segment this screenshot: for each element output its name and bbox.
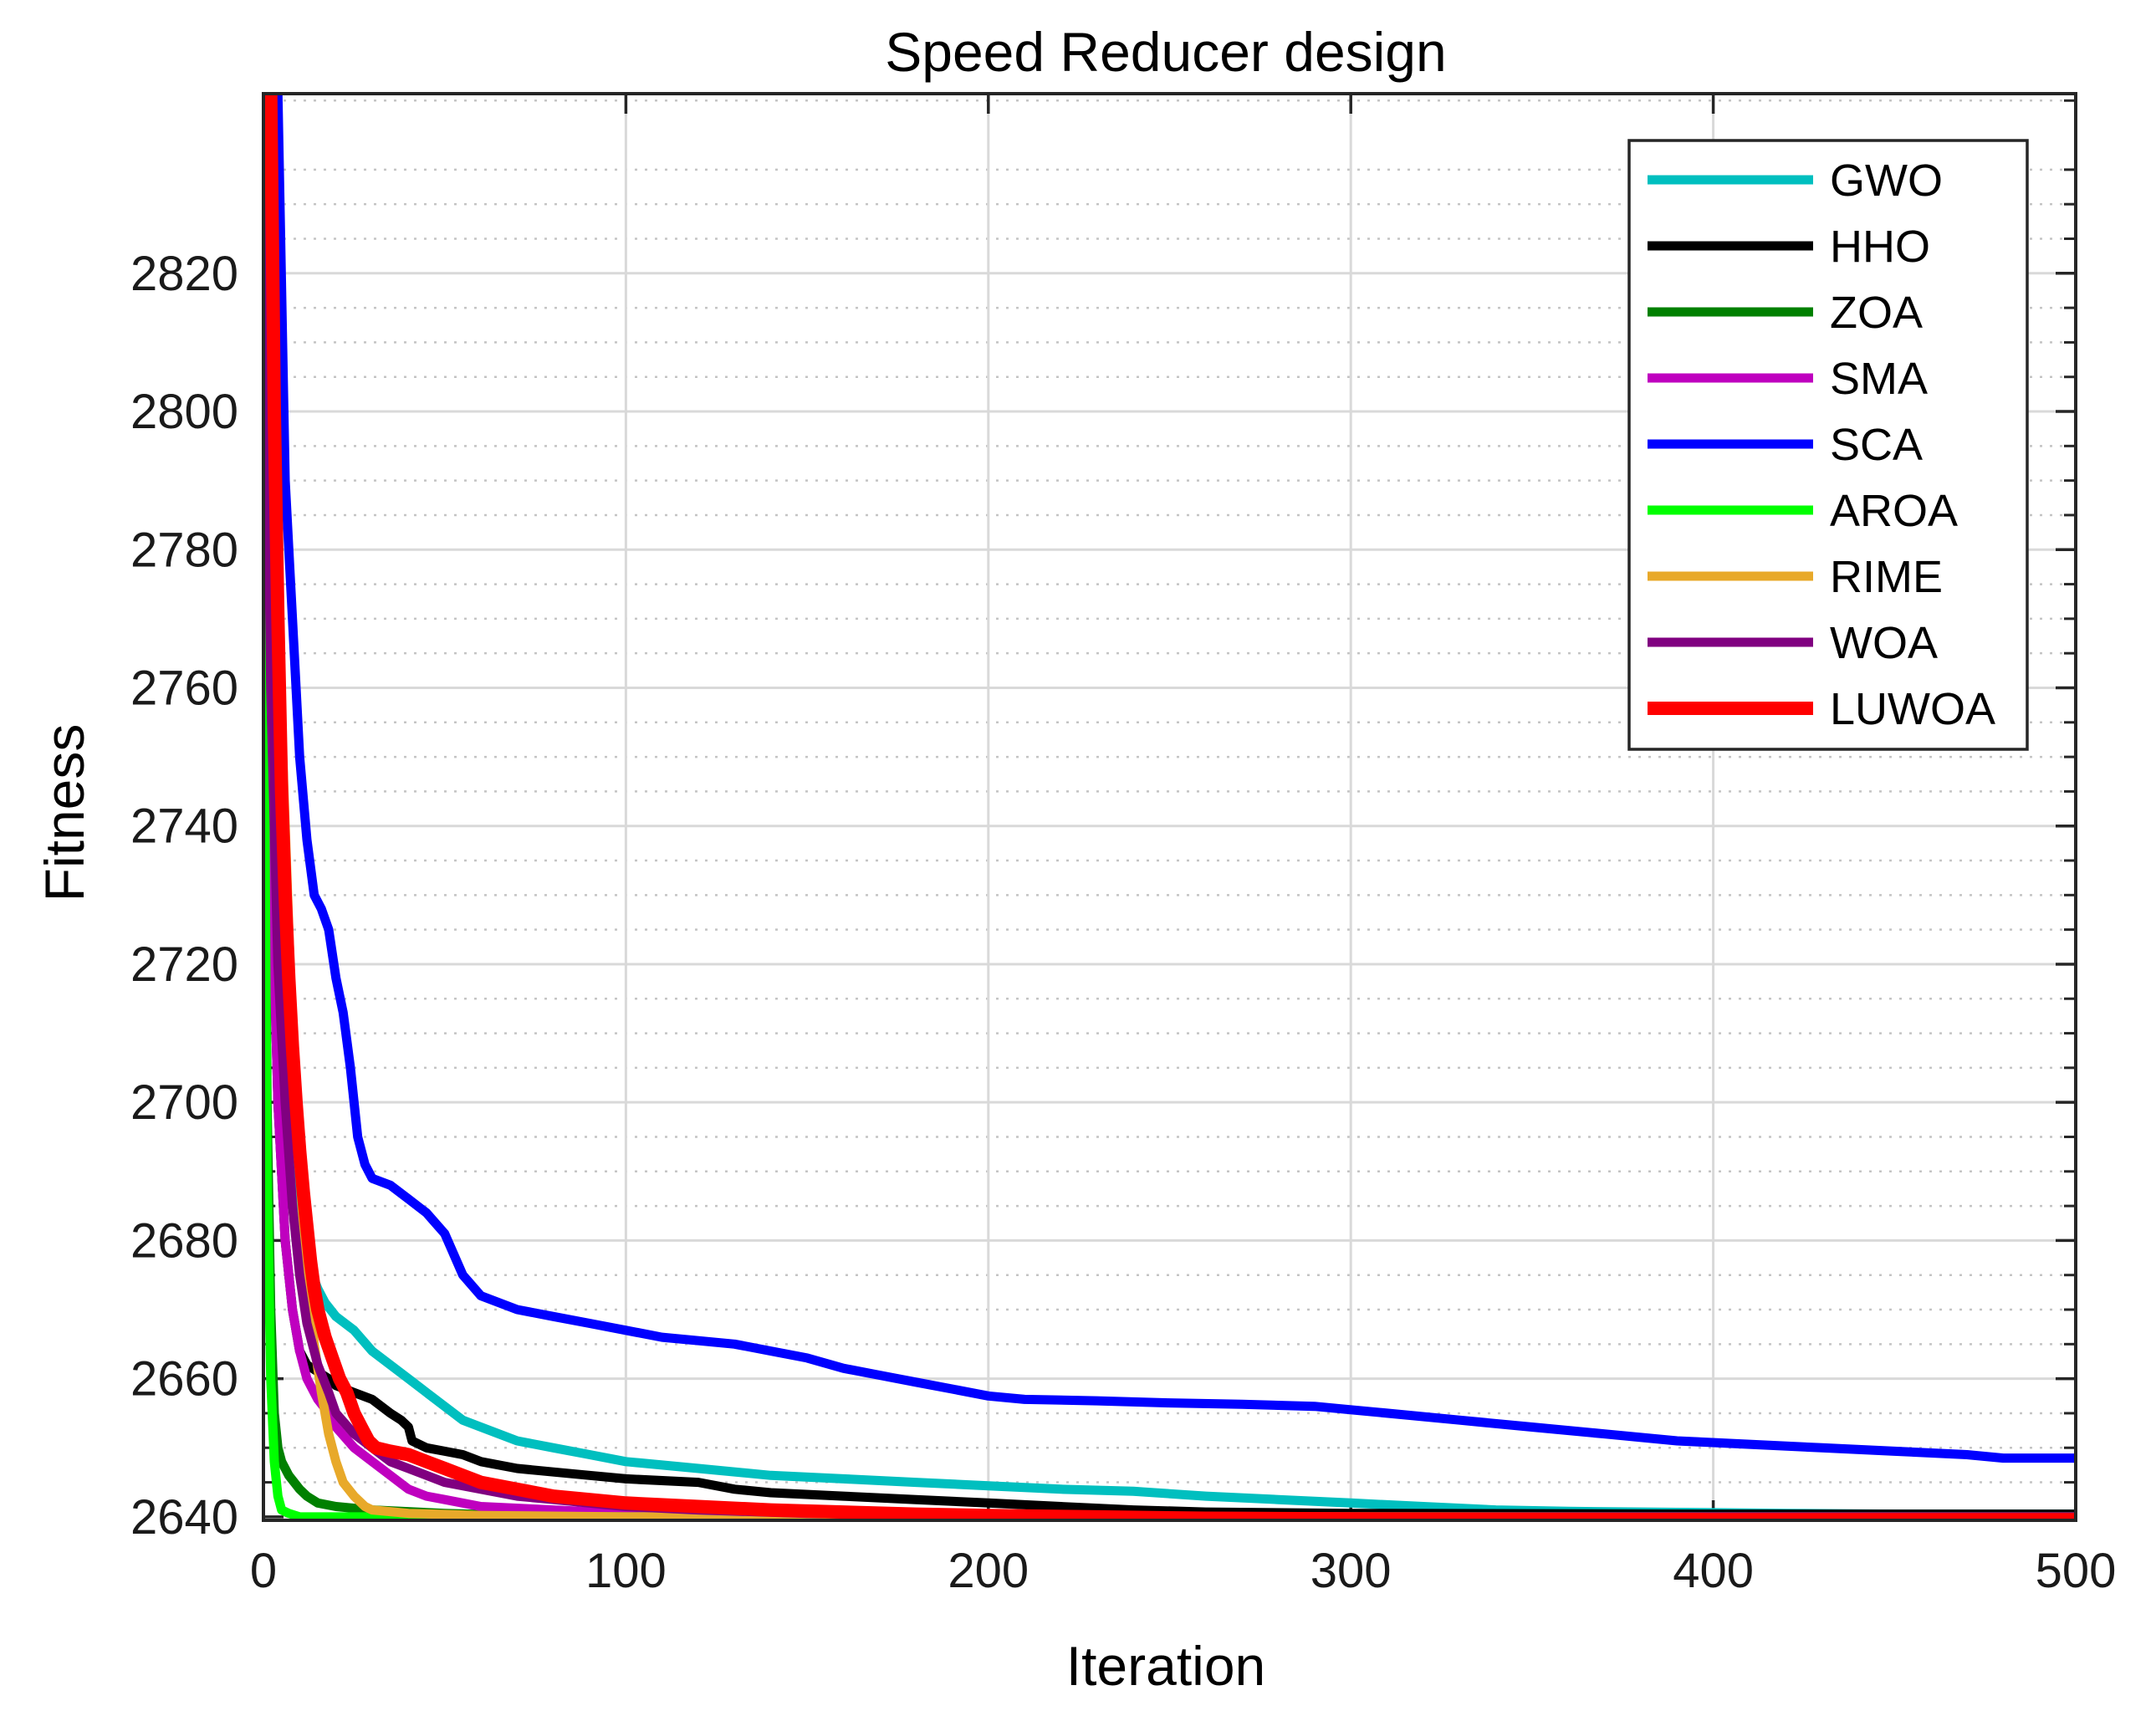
- plot-frame: [262, 92, 2077, 1522]
- legend-label-sca: SCA: [1830, 420, 1923, 470]
- x-tick-label: 300: [1310, 1544, 1392, 1598]
- y-tick-label: 2680: [130, 1213, 238, 1268]
- y-tick-label: 2800: [130, 385, 238, 439]
- y-tick-label: 2660: [130, 1352, 238, 1407]
- legend-label-gwo: GWO: [1830, 156, 1943, 206]
- series-line-sma: [263, 100, 2076, 1520]
- y-axis-label: Fitness: [33, 724, 95, 902]
- legend-label-aroa: AROA: [1830, 486, 1958, 536]
- legend-label-sma: SMA: [1830, 354, 1928, 404]
- legend-label-zoa: ZOA: [1830, 288, 1923, 338]
- y-tick-label: 2640: [130, 1490, 238, 1545]
- legend-label-hho: HHO: [1830, 222, 1930, 272]
- chart-title: Speed Reducer design: [885, 21, 1446, 83]
- y-tick-label: 2700: [130, 1075, 238, 1130]
- series-line-aroa: [263, 549, 2076, 1520]
- x-tick-label: 500: [2036, 1544, 2117, 1598]
- legend-label-woa: WOA: [1830, 618, 1938, 668]
- x-tick-label: 0: [250, 1544, 277, 1598]
- y-tick-label: 2820: [130, 247, 238, 301]
- y-tick-label: 2760: [130, 661, 238, 715]
- series-group: [263, 94, 2076, 1520]
- y-tick-label: 2720: [130, 937, 238, 992]
- x-axis-label: Iteration: [1066, 1635, 1265, 1697]
- series-line-sca: [263, 94, 2076, 1463]
- y-tick-label: 2780: [130, 523, 238, 577]
- x-tick-label: 200: [948, 1544, 1029, 1598]
- legend-label-rime: RIME: [1830, 552, 1943, 602]
- plot-area: 2640 2660 2680 2700 2720 2740 2760 2780 2800 2820…: [130, 92, 2117, 1598]
- x-tick-label: 100: [585, 1544, 667, 1598]
- series-line-luwoa: [263, 94, 2076, 1520]
- legend-label-luwoa: LUWOA: [1830, 684, 1995, 734]
- legend-box: GWO HHO ZOA SMA SCA AROA RIME WOA LUWOA: [1627, 139, 2029, 751]
- x-tick-label: 400: [1673, 1544, 1754, 1598]
- y-tick-label: 2740: [130, 799, 238, 854]
